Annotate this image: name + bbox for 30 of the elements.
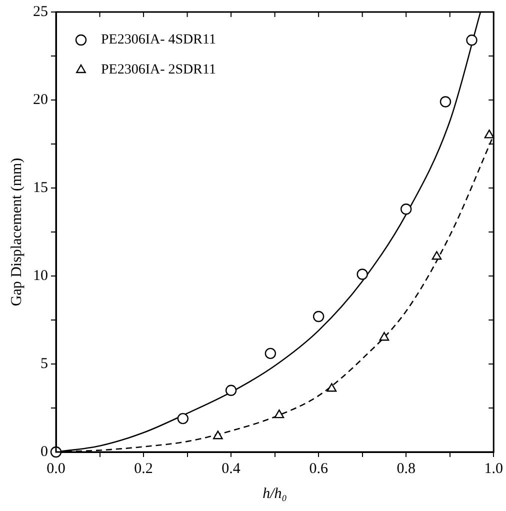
x-axis-title: h/h₀ <box>262 486 288 502</box>
point <box>212 430 223 440</box>
x-tick-label: 0.6 <box>309 460 328 477</box>
y-tick-label: 5 <box>40 356 48 372</box>
y-tick-label: 10 <box>33 268 48 284</box>
x-tick-label: 0.0 <box>46 460 66 477</box>
legend-label: PE2306IA- 4SDR11 <box>101 32 216 48</box>
x-tick-label: 0.8 <box>396 460 416 477</box>
y-tick-label: 15 <box>33 180 48 196</box>
point <box>356 268 368 280</box>
x-tick-label: 1.0 <box>484 460 503 477</box>
point <box>484 130 494 138</box>
point <box>177 412 189 424</box>
x-tick-label: 0.4 <box>222 460 241 477</box>
y-axis-title: Gap Displacement (mm) <box>8 158 25 306</box>
point <box>400 204 412 215</box>
y-tick-label: 25 <box>33 4 48 20</box>
point <box>326 383 337 392</box>
point <box>379 332 390 341</box>
legend-label: PE2306IA- 2SDR11 <box>101 62 216 78</box>
point <box>312 310 324 322</box>
x-tick-label: 0.2 <box>134 460 153 477</box>
point <box>225 384 237 396</box>
point <box>432 251 442 260</box>
point <box>264 348 276 360</box>
point <box>440 96 452 108</box>
point <box>466 34 478 46</box>
y-tick-label: 20 <box>33 92 48 108</box>
point <box>274 409 284 418</box>
y-tick-label: 0 <box>40 444 48 460</box>
